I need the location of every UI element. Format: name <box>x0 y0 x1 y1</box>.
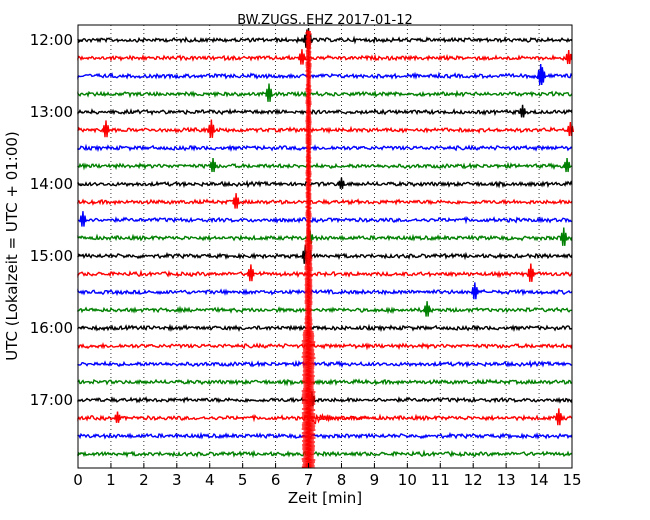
spike-1315-1 <box>207 119 216 138</box>
trace-1630 <box>77 359 572 369</box>
trace-1745 <box>77 449 573 459</box>
x-tick-label-10: 10 <box>398 471 417 489</box>
trace-1700 <box>77 396 573 404</box>
spike-1445-0 <box>560 227 568 246</box>
y-tick-label-1600: 16:00 <box>30 319 73 337</box>
x-tick-label-2: 2 <box>139 471 149 489</box>
x-tick-label-9: 9 <box>370 471 380 489</box>
spike-1230-1 <box>538 67 547 83</box>
y-tick-label-1300: 13:00 <box>30 103 73 121</box>
x-tick-label-5: 5 <box>238 471 248 489</box>
spike-1715-0 <box>555 408 563 426</box>
y-tick-label-1700: 17:00 <box>30 391 73 409</box>
spike-1715-1 <box>113 411 122 423</box>
x-tick-label-13: 13 <box>497 471 516 489</box>
spike-1415-0 <box>232 193 240 209</box>
y-axis-label: UTC (Lokalzeit = UTC + 01:00) <box>3 131 21 361</box>
trace-1400 <box>77 179 573 189</box>
trace-1615 <box>77 342 573 351</box>
trace-1645 <box>77 378 573 387</box>
event-coda <box>307 407 369 425</box>
spike-1430-0 <box>79 211 87 227</box>
trace-1345 <box>77 161 573 171</box>
spike-1300-0 <box>518 104 527 118</box>
spike-1215-0 <box>298 49 306 65</box>
event-signal <box>301 30 316 469</box>
trace-1430 <box>77 216 573 225</box>
chart-title: BW.ZUGS..EHZ 2017-01-12 <box>237 13 413 28</box>
spike-1315-0 <box>102 120 110 138</box>
x-tick-label-6: 6 <box>271 471 281 489</box>
y-tick-label-1400: 14:00 <box>30 175 73 193</box>
trace-1445 <box>77 233 573 242</box>
trace-lines <box>77 27 575 459</box>
trace-1500 <box>77 251 573 261</box>
y-tick-label-1200: 12:00 <box>30 31 73 49</box>
axis-ticks: 0 1 2 3 4 5 6 7 8 9 10 11 12 13 14 1512:0013:0014:0015:… <box>30 31 582 489</box>
trace-1530 <box>77 288 573 297</box>
plot-frame <box>77 24 573 469</box>
x-tick-label-14: 14 <box>530 471 549 489</box>
trace-1330 <box>77 143 573 153</box>
trace-1715 <box>77 413 573 423</box>
x-tick-label-11: 11 <box>431 471 450 489</box>
x-tick-label-8: 8 <box>337 471 347 489</box>
trace-1215 <box>77 53 573 62</box>
trace-1515 <box>77 269 573 279</box>
x-tick-label-0: 0 <box>73 471 83 489</box>
trace-1545 <box>77 305 572 315</box>
x-tick-label-4: 4 <box>205 471 215 489</box>
spike-1345-1 <box>563 157 571 173</box>
trace-1245 <box>77 89 573 99</box>
spike-1400-0 <box>337 177 346 189</box>
earthquake-event <box>301 30 369 469</box>
x-tick-label-15: 15 <box>562 471 581 489</box>
trace-1415 <box>77 198 573 206</box>
spike-1530-0 <box>471 282 479 300</box>
trace-1200 <box>77 35 573 45</box>
spike-1345-0 <box>209 157 217 173</box>
x-tick-label-7: 7 <box>304 471 314 489</box>
spike-1515-0 <box>247 264 255 282</box>
trace-1230 <box>77 71 573 80</box>
x-tick-label-12: 12 <box>464 471 483 489</box>
x-tick-label-1: 1 <box>106 471 116 489</box>
trace-1730 <box>77 431 573 440</box>
spike-1545-0 <box>423 301 431 317</box>
trace-1300 <box>77 108 573 117</box>
spike-1215-1 <box>565 49 573 65</box>
x-tick-label-3: 3 <box>172 471 182 489</box>
y-tick-label-1500: 15:00 <box>30 247 73 265</box>
trace-1600 <box>77 323 573 333</box>
x-axis-label: Zeit [min] <box>288 489 362 507</box>
trace-1315 <box>77 125 573 135</box>
spike-1245-0 <box>265 83 273 102</box>
spike-1515-1 <box>527 263 535 282</box>
